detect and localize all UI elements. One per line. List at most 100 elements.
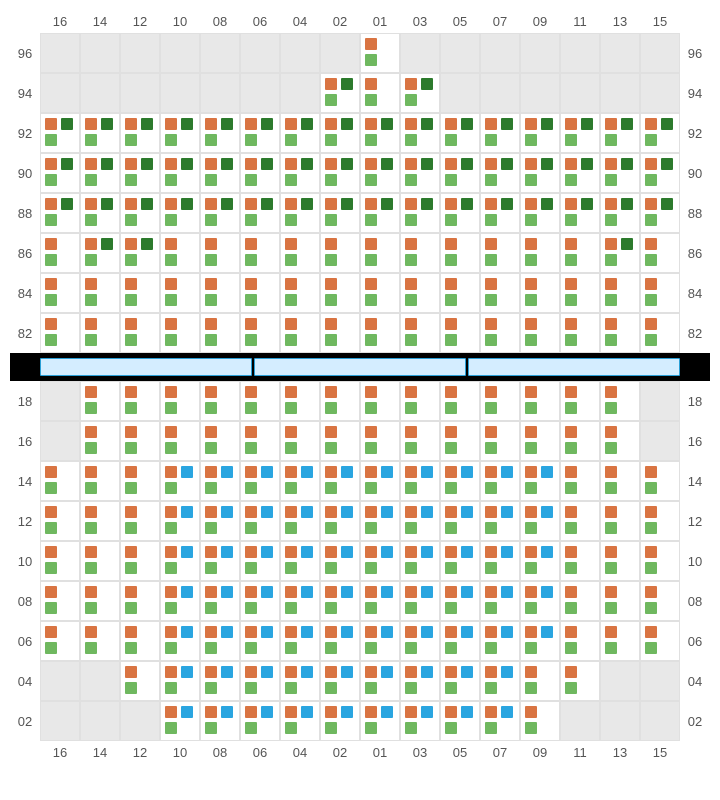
bay-cell[interactable]	[320, 381, 360, 421]
bay-cell[interactable]	[160, 541, 200, 581]
bay-cell[interactable]	[200, 153, 240, 193]
bay-cell[interactable]	[120, 381, 160, 421]
bay-cell[interactable]	[40, 313, 80, 353]
bay-cell[interactable]	[640, 661, 680, 701]
bay-cell[interactable]	[200, 73, 240, 113]
bay-cell[interactable]	[160, 273, 200, 313]
bay-cell[interactable]	[480, 33, 520, 73]
bay-cell[interactable]	[400, 621, 440, 661]
bay-cell[interactable]	[640, 193, 680, 233]
bay-cell[interactable]	[360, 233, 400, 273]
bay-cell[interactable]	[320, 421, 360, 461]
bay-cell[interactable]	[200, 461, 240, 501]
bay-cell[interactable]	[40, 621, 80, 661]
bay-cell[interactable]	[440, 461, 480, 501]
bay-cell[interactable]	[280, 273, 320, 313]
bay-cell[interactable]	[40, 233, 80, 273]
bay-cell[interactable]	[600, 501, 640, 541]
bay-cell[interactable]	[80, 501, 120, 541]
bay-cell[interactable]	[560, 33, 600, 73]
bay-cell[interactable]	[280, 233, 320, 273]
bay-cell[interactable]	[440, 73, 480, 113]
bay-cell[interactable]	[600, 381, 640, 421]
bay-cell[interactable]	[320, 273, 360, 313]
bay-cell[interactable]	[440, 541, 480, 581]
bay-cell[interactable]	[360, 661, 400, 701]
bay-cell[interactable]	[280, 381, 320, 421]
bay-cell[interactable]	[560, 193, 600, 233]
bay-cell[interactable]	[280, 581, 320, 621]
bay-cell[interactable]	[600, 33, 640, 73]
bay-cell[interactable]	[600, 701, 640, 741]
bay-cell[interactable]	[280, 33, 320, 73]
bay-cell[interactable]	[520, 33, 560, 73]
bay-cell[interactable]	[40, 461, 80, 501]
bay-cell[interactable]	[40, 273, 80, 313]
bay-cell[interactable]	[440, 33, 480, 73]
bay-cell[interactable]	[160, 313, 200, 353]
bay-cell[interactable]	[320, 621, 360, 661]
bay-cell[interactable]	[320, 233, 360, 273]
bay-cell[interactable]	[120, 313, 160, 353]
bay-cell[interactable]	[440, 233, 480, 273]
bay-cell[interactable]	[160, 193, 200, 233]
bay-cell[interactable]	[400, 461, 440, 501]
bay-cell[interactable]	[480, 233, 520, 273]
bay-cell[interactable]	[320, 461, 360, 501]
bay-cell[interactable]	[200, 581, 240, 621]
bay-cell[interactable]	[120, 501, 160, 541]
bay-cell[interactable]	[160, 73, 200, 113]
bay-cell[interactable]	[160, 701, 200, 741]
bay-cell[interactable]	[80, 621, 120, 661]
bay-cell[interactable]	[280, 73, 320, 113]
bay-cell[interactable]	[280, 421, 320, 461]
bay-cell[interactable]	[240, 421, 280, 461]
bay-cell[interactable]	[320, 501, 360, 541]
bay-cell[interactable]	[280, 113, 320, 153]
bay-cell[interactable]	[120, 621, 160, 661]
bay-cell[interactable]	[520, 233, 560, 273]
bay-cell[interactable]	[200, 113, 240, 153]
bay-cell[interactable]	[120, 661, 160, 701]
bay-cell[interactable]	[400, 661, 440, 701]
bay-cell[interactable]	[80, 541, 120, 581]
bay-cell[interactable]	[520, 701, 560, 741]
bay-cell[interactable]	[600, 421, 640, 461]
bay-cell[interactable]	[640, 461, 680, 501]
bay-cell[interactable]	[520, 273, 560, 313]
bay-cell[interactable]	[560, 381, 600, 421]
bay-cell[interactable]	[520, 421, 560, 461]
bay-cell[interactable]	[240, 581, 280, 621]
bay-cell[interactable]	[160, 113, 200, 153]
bay-cell[interactable]	[520, 501, 560, 541]
bay-cell[interactable]	[80, 73, 120, 113]
bay-cell[interactable]	[240, 313, 280, 353]
bay-cell[interactable]	[120, 461, 160, 501]
bay-cell[interactable]	[240, 541, 280, 581]
bay-cell[interactable]	[40, 381, 80, 421]
bay-cell[interactable]	[200, 33, 240, 73]
bay-cell[interactable]	[240, 701, 280, 741]
bay-cell[interactable]	[320, 581, 360, 621]
bay-cell[interactable]	[80, 581, 120, 621]
bay-cell[interactable]	[520, 381, 560, 421]
bay-cell[interactable]	[480, 73, 520, 113]
bay-cell[interactable]	[560, 153, 600, 193]
bay-cell[interactable]	[40, 113, 80, 153]
bay-cell[interactable]	[280, 621, 320, 661]
bay-cell[interactable]	[440, 113, 480, 153]
bay-cell[interactable]	[240, 113, 280, 153]
bay-cell[interactable]	[400, 33, 440, 73]
bay-cell[interactable]	[480, 701, 520, 741]
bay-cell[interactable]	[400, 541, 440, 581]
bay-cell[interactable]	[360, 113, 400, 153]
bay-cell[interactable]	[320, 541, 360, 581]
bay-cell[interactable]	[640, 421, 680, 461]
bay-cell[interactable]	[40, 193, 80, 233]
bay-cell[interactable]	[280, 193, 320, 233]
bay-cell[interactable]	[120, 73, 160, 113]
bay-cell[interactable]	[440, 701, 480, 741]
bay-cell[interactable]	[640, 381, 680, 421]
bay-cell[interactable]	[360, 581, 400, 621]
bay-cell[interactable]	[240, 661, 280, 701]
